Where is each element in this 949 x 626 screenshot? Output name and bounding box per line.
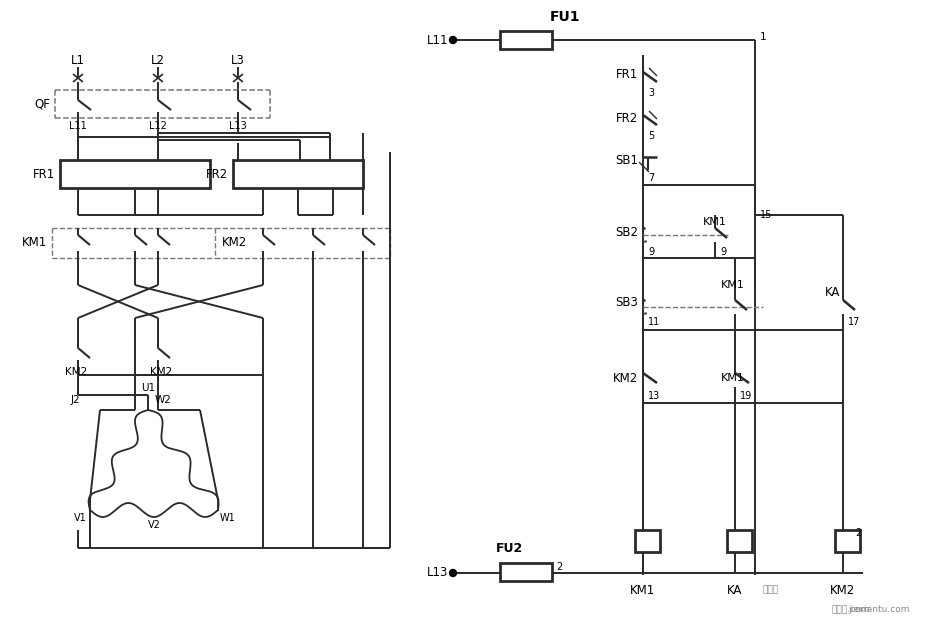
Text: U1: U1: [141, 383, 155, 393]
Text: jiexiantu.com: jiexiantu.com: [848, 605, 910, 615]
Text: KA: KA: [727, 583, 743, 597]
Text: 接线图: 接线图: [763, 585, 779, 595]
Text: KM2: KM2: [65, 367, 87, 377]
Text: KM2: KM2: [613, 371, 638, 384]
Bar: [500, 563, 552, 581]
Text: KM1: KM1: [22, 237, 47, 250]
Text: 2: 2: [855, 528, 862, 538]
Bar: [635, 530, 660, 552]
Text: FU2: FU2: [496, 541, 524, 555]
Text: QF: QF: [34, 98, 50, 111]
Text: KM1: KM1: [721, 373, 745, 383]
Text: W2: W2: [155, 395, 172, 405]
Text: KA: KA: [826, 285, 841, 299]
Text: FR1: FR1: [616, 68, 638, 81]
Text: 15: 15: [760, 210, 772, 220]
Text: KM2: KM2: [830, 583, 856, 597]
Text: L13: L13: [427, 567, 448, 580]
Text: FR2: FR2: [616, 111, 638, 125]
Text: V2: V2: [147, 520, 160, 530]
Text: 11: 11: [648, 317, 661, 327]
Text: V1: V1: [74, 513, 86, 523]
Circle shape: [450, 36, 456, 43]
Text: 2: 2: [556, 562, 562, 572]
Text: 17: 17: [848, 317, 861, 327]
Bar: [727, 530, 752, 552]
Text: KM2: KM2: [150, 367, 172, 377]
Text: 19: 19: [740, 391, 753, 401]
Text: 7: 7: [648, 173, 654, 183]
Text: L3: L3: [231, 53, 245, 66]
Text: FR2: FR2: [206, 168, 228, 182]
Bar: [500, 31, 552, 49]
Text: SB3: SB3: [615, 295, 638, 309]
Text: L13: L13: [229, 121, 247, 131]
Text: L2: L2: [151, 53, 165, 66]
Circle shape: [450, 570, 456, 577]
Text: SB1: SB1: [615, 153, 638, 167]
Text: FR1: FR1: [33, 168, 55, 182]
Text: 9: 9: [648, 247, 654, 257]
Text: J2: J2: [70, 395, 80, 405]
Text: KM2: KM2: [222, 237, 248, 250]
Text: KM1: KM1: [721, 280, 745, 290]
Text: 9: 9: [720, 247, 726, 257]
Text: L11: L11: [69, 121, 87, 131]
Text: W1: W1: [220, 513, 236, 523]
Text: 13: 13: [648, 391, 661, 401]
Text: L12: L12: [149, 121, 167, 131]
Text: SB2: SB2: [615, 225, 638, 239]
Bar: [60, 160, 210, 188]
Text: KM1: KM1: [703, 217, 727, 227]
Text: FU1: FU1: [549, 10, 580, 24]
Bar: [835, 530, 860, 552]
Text: L1: L1: [71, 53, 85, 66]
Text: 3: 3: [648, 88, 654, 98]
Text: 1: 1: [760, 32, 767, 42]
Text: 5: 5: [648, 131, 654, 141]
Bar: [233, 160, 363, 188]
Text: 接线图.com: 接线图.com: [831, 605, 870, 615]
Text: L11: L11: [426, 34, 448, 46]
Text: KM1: KM1: [630, 583, 656, 597]
